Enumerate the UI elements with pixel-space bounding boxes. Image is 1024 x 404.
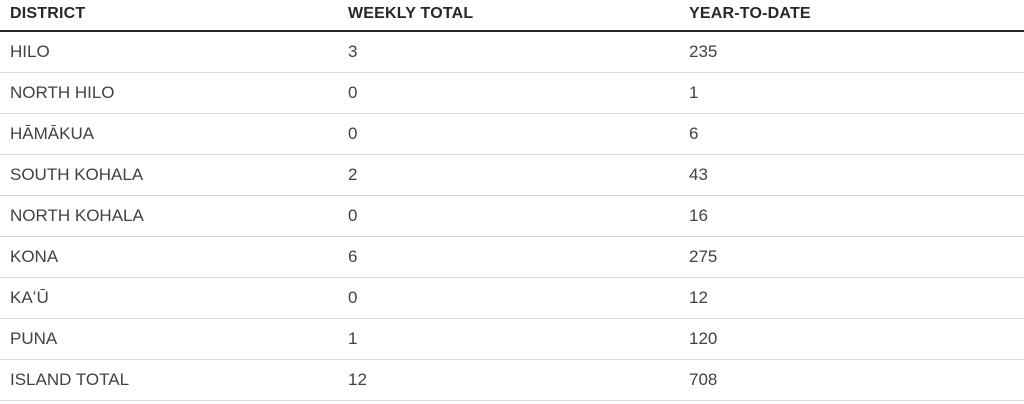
district-cell: HILO bbox=[0, 31, 338, 73]
table-row: ISLAND TOTAL 12 708 bbox=[0, 359, 1024, 401]
table-header-row: DISTRICT WEEKLY TOTAL YEAR-TO-DATE bbox=[0, 0, 1024, 32]
table-row: PUNA 1 120 bbox=[0, 318, 1024, 360]
table-row: KAʻŪ 0 12 bbox=[0, 277, 1024, 319]
year-to-date-cell: 235 bbox=[679, 31, 1024, 73]
table-row: KONA 6 275 bbox=[0, 236, 1024, 278]
table-row: SOUTH KOHALA 2 43 bbox=[0, 154, 1024, 196]
year-to-date-cell: 708 bbox=[679, 359, 1024, 401]
table-row: HĀMĀKUA 0 6 bbox=[0, 113, 1024, 155]
table-row: NORTH HILO 0 1 bbox=[0, 72, 1024, 114]
table-row: NORTH KOHALA 0 16 bbox=[0, 195, 1024, 237]
district-cell: NORTH HILO bbox=[0, 72, 338, 114]
weekly-total-cell: 1 bbox=[338, 318, 679, 360]
year-to-date-cell: 1 bbox=[679, 72, 1024, 114]
table-body: HILO 3 235 NORTH HILO 0 1 HĀMĀKUA 0 6 SOUTH KOHAL… bbox=[0, 31, 1024, 401]
weekly-total-cell: 6 bbox=[338, 236, 679, 278]
year-to-date-cell: 12 bbox=[679, 277, 1024, 319]
weekly-total-cell: 0 bbox=[338, 72, 679, 114]
district-cell: HĀMĀKUA bbox=[0, 113, 338, 155]
year-to-date-cell: 120 bbox=[679, 318, 1024, 360]
column-header-weekly-total: WEEKLY TOTAL bbox=[338, 0, 679, 32]
district-cell: ISLAND TOTAL bbox=[0, 359, 338, 401]
weekly-total-cell: 3 bbox=[338, 31, 679, 73]
weekly-total-cell: 2 bbox=[338, 154, 679, 196]
district-cell: KONA bbox=[0, 236, 338, 278]
year-to-date-cell: 16 bbox=[679, 195, 1024, 237]
table-row: HILO 3 235 bbox=[0, 31, 1024, 73]
weekly-total-cell: 0 bbox=[338, 113, 679, 155]
year-to-date-cell: 6 bbox=[679, 113, 1024, 155]
district-cell: KAʻŪ bbox=[0, 277, 338, 319]
weekly-total-cell: 0 bbox=[338, 277, 679, 319]
column-header-district: DISTRICT bbox=[0, 0, 338, 32]
year-to-date-cell: 275 bbox=[679, 236, 1024, 278]
weekly-total-cell: 12 bbox=[338, 359, 679, 401]
district-cell: NORTH KOHALA bbox=[0, 195, 338, 237]
weekly-total-cell: 0 bbox=[338, 195, 679, 237]
year-to-date-cell: 43 bbox=[679, 154, 1024, 196]
column-header-year-to-date: YEAR-TO-DATE bbox=[679, 0, 1024, 32]
district-cell: PUNA bbox=[0, 318, 338, 360]
district-cell: SOUTH KOHALA bbox=[0, 154, 338, 196]
